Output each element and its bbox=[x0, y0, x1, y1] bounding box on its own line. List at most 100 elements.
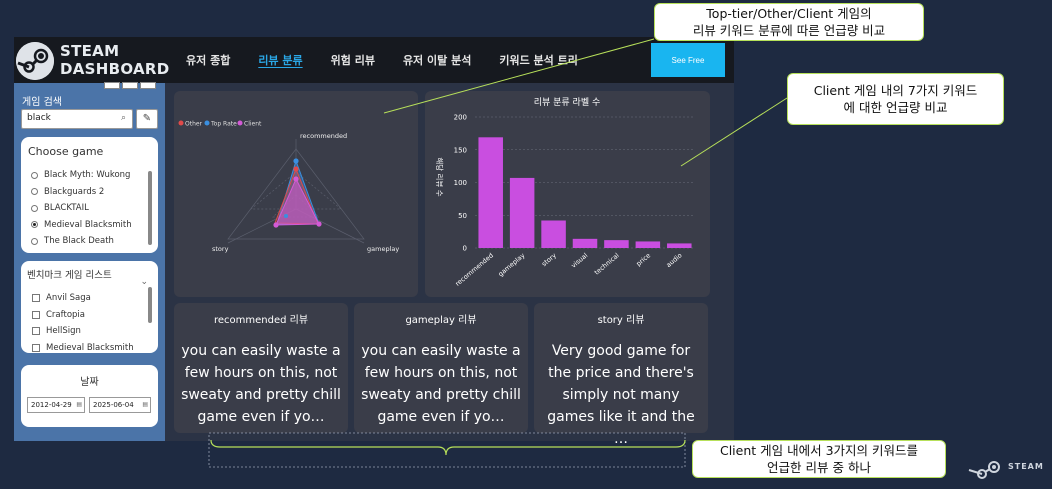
bar-y-tick-label: 150 bbox=[454, 146, 467, 154]
sidebar: 게임 검색 black ⌕ ✎ Choose game Black Myth: … bbox=[14, 82, 165, 441]
callout-bar-line2: 에 대한 언급량 비교 bbox=[843, 100, 948, 115]
game-option[interactable]: The Black Death bbox=[31, 233, 132, 250]
start-date-value: 2012-04-29 bbox=[31, 401, 72, 409]
bar-audio[interactable] bbox=[667, 243, 692, 248]
radio-icon bbox=[31, 237, 38, 245]
game-option[interactable]: Black Myth: Wukong bbox=[31, 167, 132, 184]
radar-point bbox=[293, 166, 299, 172]
benchmark-option-label: Anvil Saga bbox=[46, 293, 91, 304]
bar-x-ticks: recommended gameplay story visual technical p… bbox=[454, 251, 684, 288]
nav-user-overview[interactable]: 유저 종합 bbox=[186, 54, 231, 67]
bar-visual[interactable] bbox=[572, 238, 598, 248]
benchmark-option-label: Craftopia bbox=[46, 309, 85, 320]
end-date-value: 2025-06-04 bbox=[93, 401, 134, 409]
benchmark-option[interactable]: Anvil Saga bbox=[32, 290, 134, 307]
game-option-label: BLACKTAIL bbox=[44, 203, 89, 214]
see-free-button[interactable]: See Free bbox=[651, 43, 725, 77]
nav-user-churn[interactable]: 유저 이탈 분석 bbox=[402, 54, 472, 67]
game-option-label: Black Myth: Wukong bbox=[44, 170, 131, 181]
callout-radar-line2: 리뷰 키워드 분류에 따른 언급량 비교 bbox=[692, 23, 886, 38]
game-search-input[interactable]: black ⌕ bbox=[21, 109, 133, 129]
mini-button-1[interactable] bbox=[104, 82, 120, 89]
radar-series bbox=[273, 158, 322, 228]
review-title: recommended 리뷰 bbox=[213, 315, 309, 326]
eraser-icon[interactable]: ✎ bbox=[136, 109, 158, 129]
review-title: story 리뷰 bbox=[597, 315, 645, 326]
bar-y-tick-label: 50 bbox=[458, 212, 467, 220]
bar-chart-title: 리뷰 분류 라벨 수 bbox=[534, 97, 601, 108]
bar-recommended[interactable] bbox=[478, 137, 503, 248]
benchmark-title: 벤치마크 게임 리스트 bbox=[27, 270, 112, 281]
callout-bar: Client 게임 내의 7가지 키워드 에 대한 언급량 비교 bbox=[787, 73, 1004, 125]
radar-axis-recommended: recommended bbox=[300, 132, 347, 140]
start-date-input[interactable]: 2012-04-29 ▤ bbox=[27, 397, 85, 413]
bar-gameplay[interactable] bbox=[509, 177, 535, 248]
nav-risk-reviews[interactable]: 위험 리뷰 bbox=[330, 54, 375, 67]
calendar-icon: ▤ bbox=[142, 401, 148, 408]
radio-icon bbox=[31, 204, 38, 212]
steam-logo[interactable]: STEAM DASHBOARD bbox=[16, 40, 169, 80]
bar-x-tick-label: visual bbox=[570, 251, 590, 269]
review-title: gameplay 리뷰 bbox=[405, 315, 477, 326]
callout-reviews-line1: Client 게임 내에서 3가지의 키워드를 bbox=[719, 443, 919, 458]
bar-y-tick-label: 100 bbox=[454, 179, 467, 187]
radar-point bbox=[293, 158, 299, 164]
callout-reviews: Client 게임 내에서 3가지의 키워드를 언급한 리뷰 중 하나 bbox=[692, 440, 946, 478]
callout-radar: Top-tier/Other/Client 게임의 리뷰 키워드 분류에 따른 … bbox=[654, 3, 924, 41]
search-value: black bbox=[27, 113, 51, 123]
bar-chart-panel: 리뷰 분류 라벨 수 해당 리뷰 수 0 50 100 150 200 recommen… bbox=[425, 91, 710, 297]
radar-chart: Other Top Rate Client recommended gamepl… bbox=[178, 120, 399, 253]
benchmark-option[interactable]: HellSign bbox=[32, 323, 134, 340]
benchmark-checkbox-list: Anvil Saga Craftopia HellSign Medieval B… bbox=[32, 290, 134, 353]
bar-price[interactable] bbox=[635, 241, 661, 248]
benchmark-scrollbar[interactable] bbox=[148, 287, 152, 323]
radio-icon bbox=[31, 171, 38, 179]
nav-keyword-tree[interactable]: 키워드 분석 트리 bbox=[499, 54, 578, 67]
bar-y-tick-label: 0 bbox=[463, 245, 467, 253]
benchmark-option[interactable]: Medieval Blacksmith bbox=[32, 340, 134, 354]
benchmark-option-label: Medieval Blacksmith bbox=[46, 342, 134, 353]
game-option[interactable]: Blackguards 2 bbox=[31, 184, 132, 201]
review-card-recommended: recommended 리뷰 you can easily waste a fe… bbox=[174, 303, 348, 433]
benchmark-card: 벤치마크 게임 리스트 ⌄ Anvil Saga Craftopia HellS… bbox=[21, 261, 158, 353]
game-list-scrollbar[interactable] bbox=[148, 171, 152, 245]
bar-y-tick-label: 200 bbox=[454, 114, 467, 122]
checkbox-icon bbox=[32, 294, 40, 303]
dashboard-app: STEAM DASHBOARD 유저 종합 리뷰 분류 위험 리뷰 유저 이탈 … bbox=[14, 37, 734, 447]
logo-line-steam: STEAM bbox=[60, 42, 120, 60]
radar-axis-story: story bbox=[212, 245, 229, 253]
radar-point bbox=[284, 214, 288, 218]
radio-icon bbox=[31, 188, 38, 196]
bar-x-tick-label: audio bbox=[665, 251, 684, 269]
radar-chart-panel: Other Top Rate Client recommended gamepl… bbox=[174, 91, 418, 297]
chevron-down-icon[interactable]: ⌄ bbox=[140, 277, 148, 287]
radar-series-client bbox=[275, 177, 320, 226]
benchmark-option[interactable]: Craftopia bbox=[32, 307, 134, 324]
game-option[interactable]: BLACKTAIL bbox=[31, 200, 132, 217]
review-text: you can easily waste a few hours on this… bbox=[361, 343, 521, 425]
bar-story[interactable] bbox=[541, 220, 566, 248]
mini-button-3[interactable] bbox=[140, 82, 156, 89]
legend-top-rate-label: Top Rate bbox=[210, 121, 237, 128]
game-option-selected[interactable]: Medieval Blacksmith bbox=[31, 217, 132, 234]
bar-marks bbox=[478, 137, 692, 248]
legend-other-label: Other bbox=[185, 121, 203, 128]
checkbox-icon bbox=[32, 310, 40, 319]
date-title: 날짜 bbox=[80, 377, 99, 388]
mini-button-2[interactable] bbox=[122, 82, 138, 89]
date-range-card: 날짜 2012-04-29 ▤ 2025-06-04 ▤ bbox=[21, 365, 158, 427]
search-icon: ⌕ bbox=[120, 113, 126, 123]
legend-top-rate-marker bbox=[204, 120, 210, 126]
bar-technical[interactable] bbox=[604, 240, 629, 248]
calendar-icon: ▤ bbox=[76, 401, 82, 408]
radar-point bbox=[273, 222, 279, 228]
end-date-input[interactable]: 2025-06-04 ▤ bbox=[89, 397, 151, 413]
nav-review-classification[interactable]: 리뷰 분류 bbox=[258, 54, 303, 67]
checkbox-icon bbox=[32, 327, 40, 336]
steam-logo-icon bbox=[16, 42, 54, 80]
legend-other-marker bbox=[178, 120, 184, 126]
checkbox-icon bbox=[32, 343, 40, 352]
callout-radar-line1: Top-tier/Other/Client 게임의 bbox=[706, 6, 872, 21]
choose-game-card: Choose game Black Myth: Wukong Blackguar… bbox=[21, 137, 158, 253]
radar-legend: Other Top Rate Client bbox=[178, 120, 262, 128]
